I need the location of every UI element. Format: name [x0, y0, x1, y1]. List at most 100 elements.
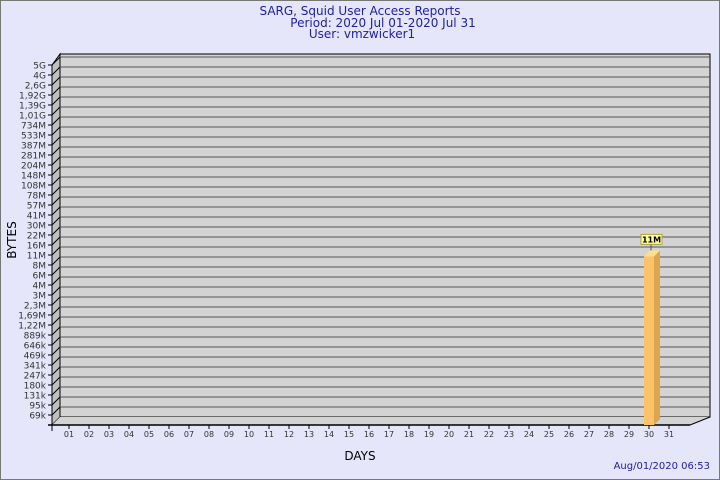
y-tick-diagonal: [51, 346, 61, 356]
x-tick-label: 20: [444, 430, 454, 439]
x-tick-label: 26: [564, 430, 574, 439]
y-tick-diagonal: [51, 256, 61, 266]
y-tick-label: 6M: [33, 272, 47, 282]
y-tick-label: 533M: [21, 132, 46, 142]
y-tick-diagonal: [51, 286, 61, 296]
x-tick-label: 08: [204, 430, 214, 439]
plot-left-wall: [51, 52, 61, 427]
y-tick-diagonal: [51, 386, 61, 396]
y-tick-diagonal: [51, 266, 61, 276]
bar-side: [654, 250, 660, 425]
y-tick-label: 1,01G: [19, 112, 46, 122]
data-label: 11M: [642, 235, 661, 244]
y-tick-diagonal: [51, 76, 61, 86]
y-tick-diagonal: [51, 166, 61, 176]
y-tick-label: 30M: [27, 222, 46, 232]
x-tick-label: 09: [224, 430, 234, 439]
y-tick-diagonal: [51, 196, 61, 206]
y-tick-diagonal: [51, 156, 61, 166]
y-tick-label: 387M: [21, 142, 46, 152]
y-tick-label: 69k: [29, 412, 46, 422]
y-tick-diagonal: [51, 236, 61, 246]
y-tick-label: 204M: [21, 162, 46, 172]
y-tick-label: 108M: [21, 182, 46, 192]
y-tick-diagonal: [51, 356, 61, 366]
y-tick-label: 1,92G: [19, 92, 46, 102]
y-tick-label: 11M: [27, 252, 46, 262]
y-tick-label: 78M: [27, 192, 46, 202]
y-tick-diagonal: [51, 146, 61, 156]
y-tick-diagonal: [51, 56, 61, 66]
y-tick-label: 95k: [29, 402, 46, 412]
chart-title: SARG, Squid User Access Reports: [259, 4, 461, 18]
y-tick-label: 469k: [24, 352, 47, 362]
x-tick-label: 30: [644, 430, 654, 439]
y-tick-label: 1,39G: [19, 102, 46, 112]
x-tick-label: 16: [364, 430, 374, 439]
y-tick-diagonal: [51, 136, 61, 146]
y-tick-diagonal: [51, 86, 61, 96]
y-tick-label: 8M: [33, 262, 47, 272]
y-tick-label: 4M: [33, 282, 47, 292]
y-tick-diagonal: [51, 66, 61, 76]
x-tick-label: 21: [464, 430, 474, 439]
y-tick-label: 2,6G: [25, 82, 46, 92]
x-tick-label: 13: [304, 430, 314, 439]
y-tick-diagonal: [51, 306, 61, 316]
plot-floor: [52, 417, 710, 425]
y-tick-label: 2,3M: [24, 302, 46, 312]
y-tick-label: 889k: [24, 332, 47, 342]
y-tick-diagonal: [51, 316, 61, 326]
y-tick-label: 1,69M: [18, 312, 46, 322]
x-tick-label: 22: [484, 430, 494, 439]
x-tick-label: 12: [284, 430, 294, 439]
x-tick-label: 10: [244, 430, 254, 439]
y-tick-label: 341k: [24, 362, 47, 372]
y-tick-diagonal: [51, 296, 61, 306]
x-tick-label: 29: [624, 430, 634, 439]
y-tick-label: 16M: [27, 242, 46, 252]
x-axis-diagonal: [689, 416, 711, 426]
x-tick-label: 28: [604, 430, 614, 439]
x-tick-label: 25: [544, 430, 554, 439]
x-tick-label: 27: [584, 430, 594, 439]
y-tick-diagonal: [51, 186, 61, 196]
x-tick-label: 15: [344, 430, 354, 439]
y-tick-label: 3M: [33, 292, 47, 302]
y-tick-diagonal: [51, 336, 61, 346]
x-tick-label: 18: [404, 430, 414, 439]
x-tick-label: 04: [124, 430, 134, 439]
x-tick-label: 03: [104, 430, 114, 439]
y-axis-title: BYTES: [5, 221, 19, 258]
timestamp: Aug/01/2020 06:53: [613, 461, 710, 472]
y-tick-label: 57M: [27, 202, 46, 212]
x-tick-label: 14: [324, 430, 334, 439]
x-tick-label: 01: [64, 430, 74, 439]
x-tick-label: 06: [164, 430, 174, 439]
x-axis-title: DAYS: [344, 449, 375, 463]
y-tick-diagonal: [51, 176, 61, 186]
x-tick-label: 17: [384, 430, 394, 439]
y-tick-diagonal: [51, 116, 61, 126]
x-tick-label: 11: [264, 430, 274, 439]
y-tick-label: 247k: [24, 372, 47, 382]
y-tick-label: 734M: [21, 122, 46, 132]
x-tick-label: 02: [84, 430, 94, 439]
chart-period: Period: 2020 Jul 01-2020 Jul 31: [290, 16, 476, 30]
y-tick-diagonal: [51, 326, 61, 336]
y-tick-diagonal: [51, 126, 61, 136]
x-tick-label: 23: [504, 430, 514, 439]
y-tick-diagonal: [51, 246, 61, 256]
y-tick-label: 41M: [27, 212, 46, 222]
y-tick-label: 5G: [33, 62, 46, 72]
y-tick-label: 1,22M: [18, 322, 46, 332]
y-tick-diagonal: [51, 106, 61, 116]
y-tick-label: 131k: [24, 392, 47, 402]
y-tick-diagonal: [51, 226, 61, 236]
y-tick-label: 22M: [27, 232, 46, 242]
y-tick-label: 148M: [21, 172, 46, 182]
bar-front: [644, 256, 654, 425]
y-tick-diagonal: [51, 206, 61, 216]
x-tick-label: 19: [424, 430, 434, 439]
y-tick-label: 646k: [24, 342, 47, 352]
